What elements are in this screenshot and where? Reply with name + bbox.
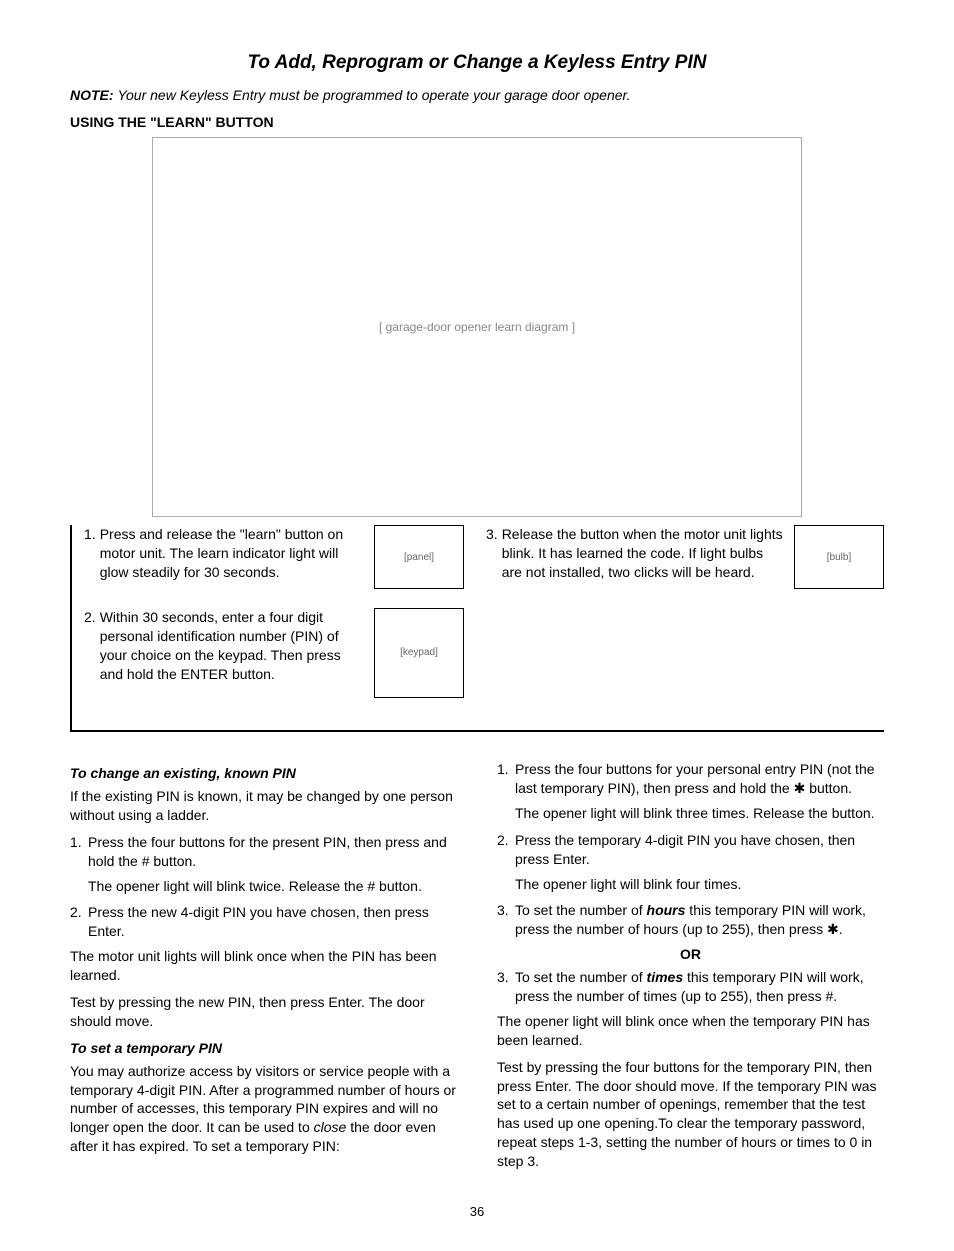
step-number: 1. xyxy=(70,833,84,871)
learn-step-1: 1. Press and release the "learn" button … xyxy=(84,525,464,594)
temp-step-1-note: The opener light will blink three times.… xyxy=(515,804,884,823)
r3c-a: To set the number of xyxy=(515,969,647,985)
temp-step-3a: 3. To set the number of hours this tempo… xyxy=(497,901,884,939)
learn-step-3: 3. Release the button when the motor uni… xyxy=(486,525,884,594)
step-number: 2. xyxy=(70,903,84,941)
learn-heading: USING THE "LEARN" BUTTON xyxy=(70,113,884,132)
step-number: 2. xyxy=(497,831,511,869)
step-number: 3. xyxy=(497,901,511,939)
temp-pin-heading: To set a temporary PIN xyxy=(70,1039,457,1058)
note-text: Your new Keyless Entry must be programme… xyxy=(117,87,630,103)
step-number: 1. xyxy=(497,760,511,798)
r3-hours: hours xyxy=(647,902,686,918)
panel-thumb: [panel] xyxy=(374,525,464,589)
step-text: To set the number of hours this temporar… xyxy=(515,901,884,939)
step-number: 3. xyxy=(486,525,498,582)
r3-times: times xyxy=(647,969,684,985)
note-line: NOTE: Your new Keyless Entry must be pro… xyxy=(70,86,884,105)
change-step-1-note: The opener light will blink twice. Relea… xyxy=(88,877,457,896)
temp-pin-intro: You may authorize access by visitors or … xyxy=(70,1062,457,1156)
step-text: Press the temporary 4-digit PIN you have… xyxy=(515,831,884,869)
step-number: 2. xyxy=(84,608,96,684)
page-title: To Add, Reprogram or Change a Keyless En… xyxy=(70,50,884,76)
note-label: NOTE: xyxy=(70,87,114,103)
learn-steps-frame: 1. Press and release the "learn" button … xyxy=(70,525,884,732)
step-text: Press the new 4-digit PIN you have chose… xyxy=(88,903,457,941)
main-diagram: [ garage-door opener learn diagram ] xyxy=(152,137,802,517)
temp-step-2-note: The opener light will blink four times. xyxy=(515,875,884,894)
step-text: Press the four buttons for the present P… xyxy=(88,833,457,871)
step-number: 1. xyxy=(84,525,96,582)
change-after: The motor unit lights will blink once wh… xyxy=(70,947,457,985)
temp-intro-close: close xyxy=(314,1119,347,1135)
step-text: Press the four buttons for your personal… xyxy=(515,760,884,798)
page-number: 36 xyxy=(70,1203,884,1221)
keypad-thumb: [keypad] xyxy=(374,608,464,698)
step-text: To set the number of times this temporar… xyxy=(515,968,884,1006)
change-pin-intro: If the existing PIN is known, it may be … xyxy=(70,787,457,825)
right-column: 1. Press the four buttons for your perso… xyxy=(497,760,884,1179)
temp-step-1: 1. Press the four buttons for your perso… xyxy=(497,760,884,798)
left-column: To change an existing, known PIN If the … xyxy=(70,760,457,1179)
learn-step-2: 2. Within 30 seconds, enter a four digit… xyxy=(84,608,464,698)
r3a: To set the number of xyxy=(515,902,647,918)
step-text: Release the button when the motor unit l… xyxy=(502,525,784,582)
lower-columns: To change an existing, known PIN If the … xyxy=(70,760,884,1179)
temp-step-2: 2. Press the temporary 4-digit PIN you h… xyxy=(497,831,884,869)
step-text: Press and release the "learn" button on … xyxy=(100,525,364,582)
change-pin-heading: To change an existing, known PIN xyxy=(70,764,457,783)
temp-step-3b: 3. To set the number of times this tempo… xyxy=(497,968,884,1006)
change-test: Test by pressing the new PIN, then press… xyxy=(70,993,457,1031)
temp-test: Test by pressing the four buttons for th… xyxy=(497,1058,884,1171)
step-text: Within 30 seconds, enter a four digit pe… xyxy=(100,608,364,684)
bulb-thumb: [bulb] xyxy=(794,525,884,589)
temp-after: The opener light will blink once when th… xyxy=(497,1012,884,1050)
change-step-1: 1. Press the four buttons for the presen… xyxy=(70,833,457,871)
step-number: 3. xyxy=(497,968,511,1006)
or-divider: OR xyxy=(497,945,884,964)
change-step-2: 2. Press the new 4-digit PIN you have ch… xyxy=(70,903,457,941)
